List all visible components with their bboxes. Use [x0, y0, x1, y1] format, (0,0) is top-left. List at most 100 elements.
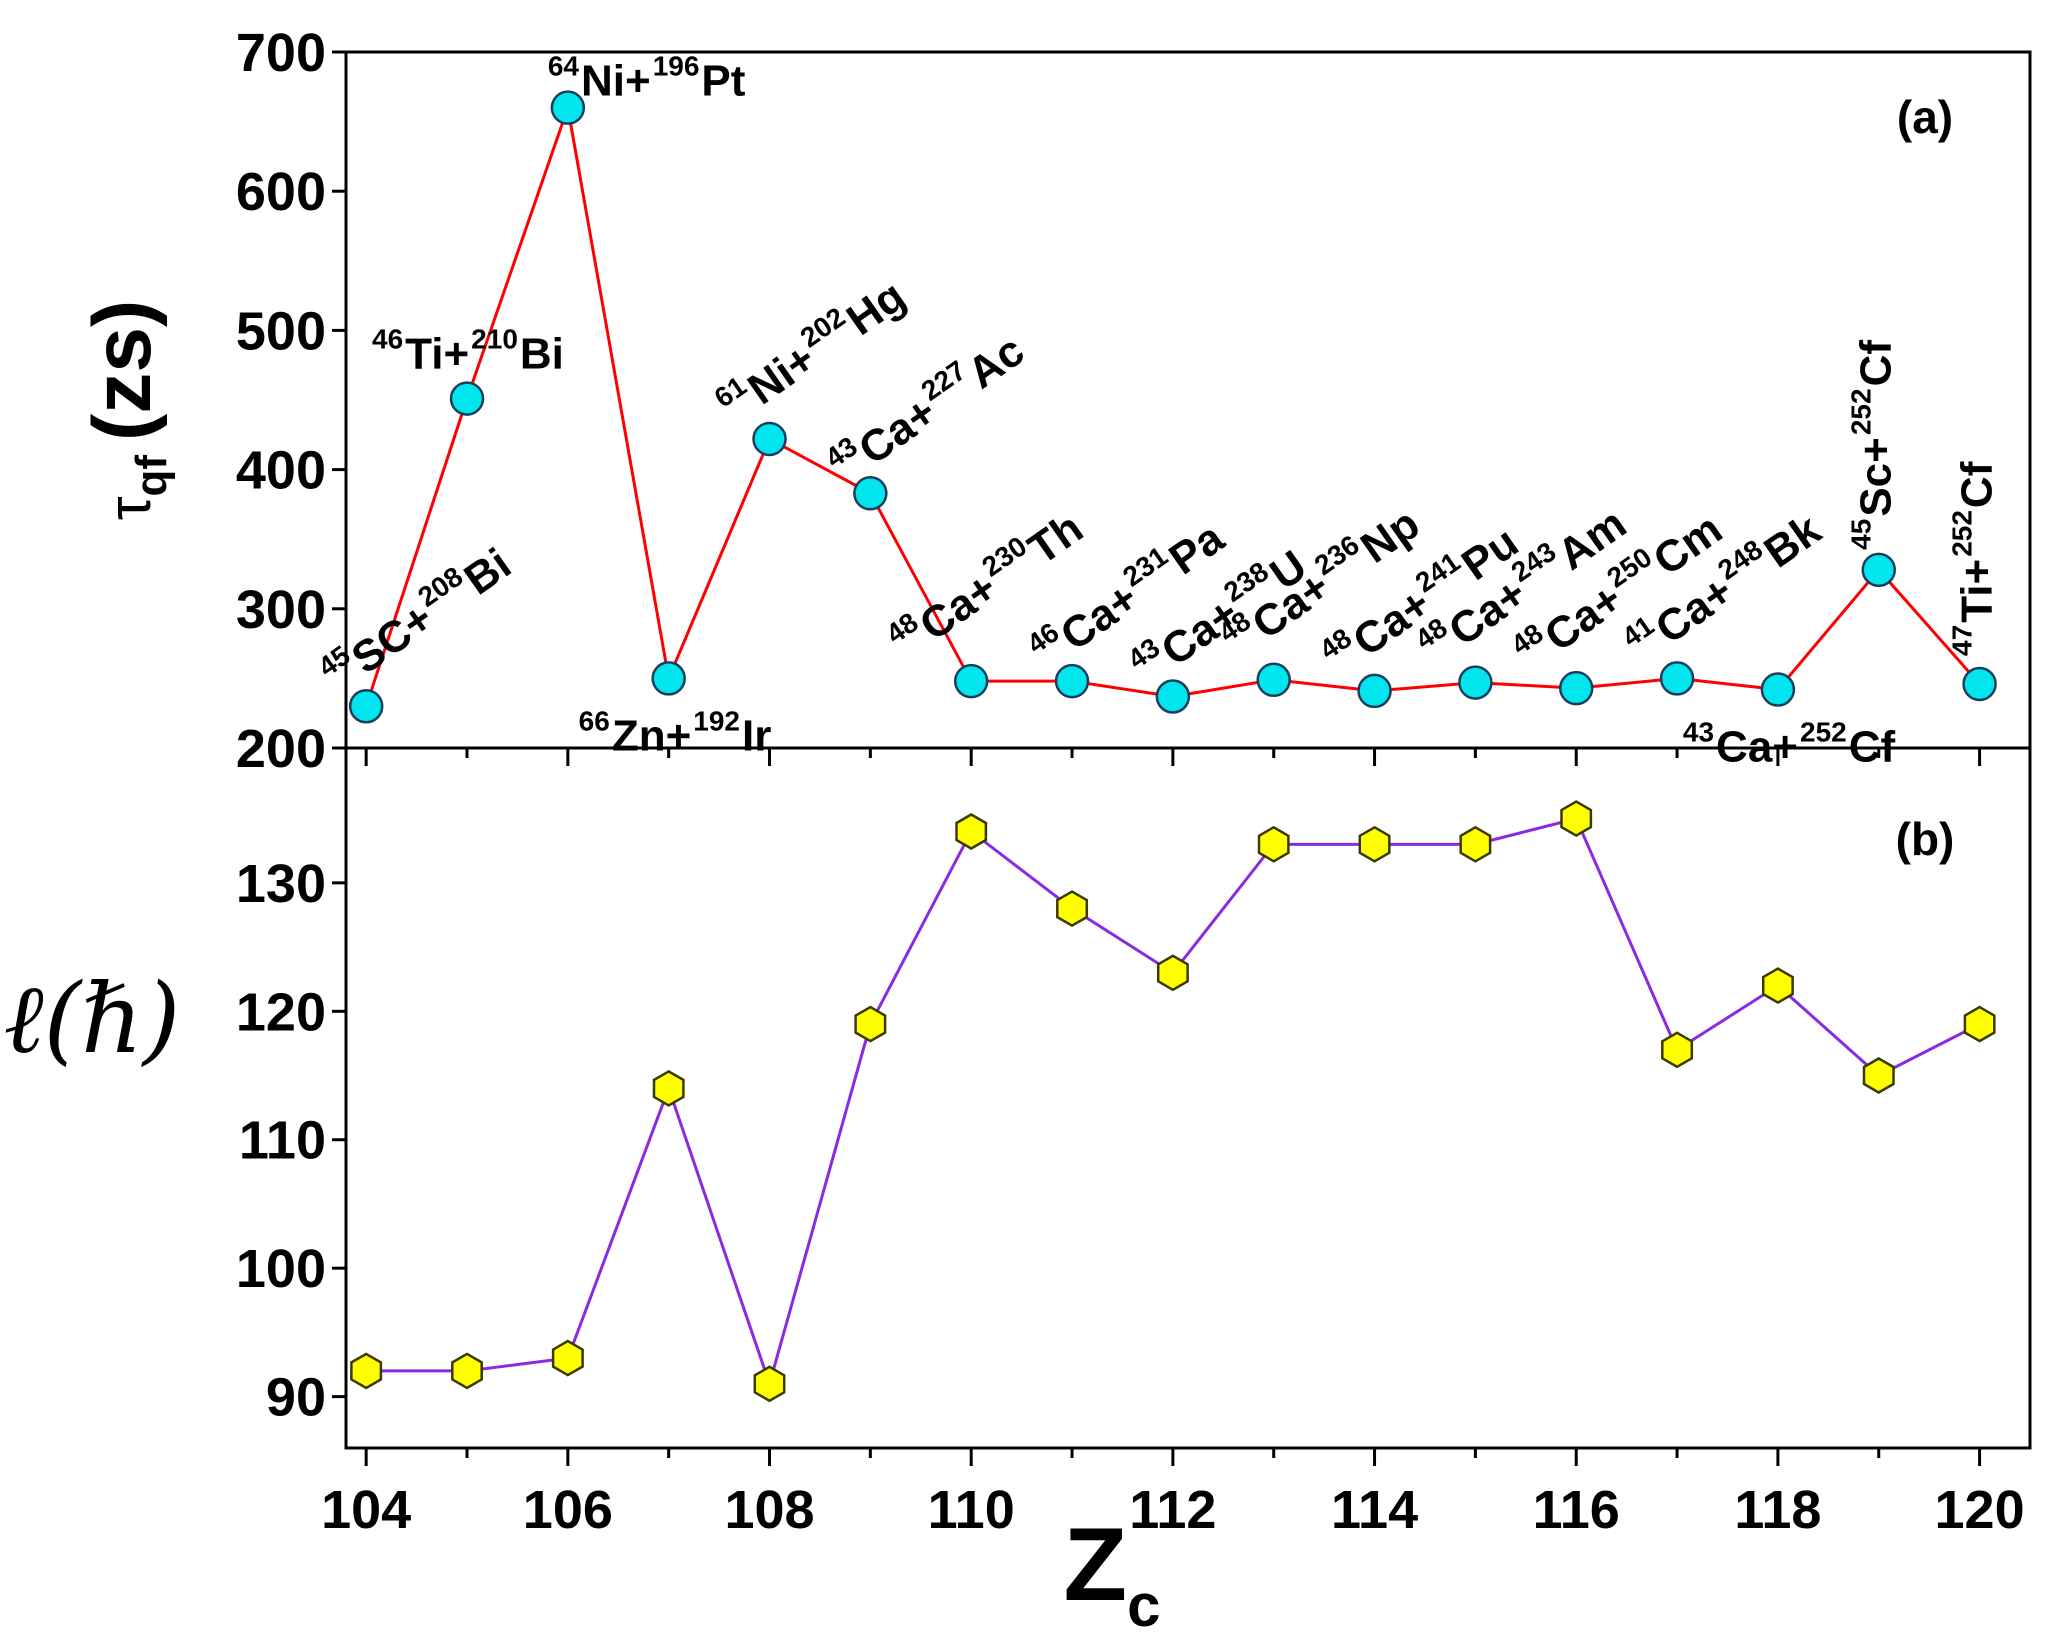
target-symbol: Ir: [742, 711, 771, 760]
target-symbol: Pt: [701, 57, 745, 106]
point-a: [348, 688, 384, 724]
point-a: [1558, 670, 1594, 706]
y-tick-label-a: 300: [236, 580, 326, 640]
point-a: [651, 661, 686, 696]
x-tick-label: 104: [321, 1480, 411, 1540]
reaction-label-text: 46Ti+210Bi: [372, 324, 564, 379]
y-label-qf: qf: [127, 455, 176, 497]
panel-b-frame: [344, 746, 2032, 1450]
mass-number-target: 196: [653, 51, 700, 82]
reaction-label: 47Ti+252Cf: [1947, 461, 2002, 656]
point-b: [955, 813, 988, 850]
y-tick-label-a: 700: [236, 23, 326, 83]
x-tick-label: 108: [724, 1480, 814, 1540]
mass-number-projectile: 43: [1683, 717, 1714, 748]
point-a: [1458, 665, 1493, 700]
target-symbol: Ac: [959, 326, 1033, 398]
y-tick-label-b: 90: [266, 1368, 326, 1428]
point-b: [1661, 1031, 1694, 1069]
reaction-label-text: 45SC+208Bi: [312, 534, 519, 702]
point-b: [753, 1365, 786, 1403]
point-b: [854, 1005, 887, 1043]
y-tick-label-b: 110: [239, 1111, 326, 1171]
point-a: [1861, 552, 1896, 588]
y-tick-label-a: 600: [236, 162, 326, 222]
reaction-label: 45SC+208Bi: [312, 534, 519, 702]
point-a: [853, 476, 888, 511]
target-symbol: Cf: [1852, 340, 1901, 387]
point-a: [752, 421, 787, 457]
panel-a-label: (a): [1897, 91, 1953, 143]
tick-labels: 200 300 400 500 600 700 90 100 110 120 130 104 106 10…: [236, 23, 2025, 1540]
point-b: [1156, 954, 1189, 992]
projectile-symbol: Ca+: [1716, 723, 1798, 772]
projectile-symbol: Ni+: [581, 57, 651, 106]
y-tick-label-a: 500: [236, 301, 326, 361]
reaction-label-text: 45Sc+252Cf: [1846, 340, 1901, 550]
mass-number-target: 252: [1947, 510, 1978, 557]
mass-number-target: 252: [1846, 388, 1877, 435]
point-a: [1659, 661, 1695, 696]
point-b: [1459, 825, 1492, 863]
projectile-symbol: Ti+: [1953, 559, 2002, 623]
y-tick-label-b: 120: [236, 982, 326, 1042]
point-a: [1256, 662, 1291, 698]
x-axis-label: Zc: [1064, 1507, 1161, 1632]
x-tick-label: 116: [1533, 1480, 1620, 1540]
target-symbol: Bk: [1756, 505, 1831, 578]
x-tick-label: 114: [1331, 1480, 1418, 1540]
point-b: [1257, 825, 1290, 863]
projectile-symbol: Zn+: [612, 711, 691, 760]
plot-frame: [344, 50, 2032, 1450]
point-b: [1056, 890, 1089, 928]
mass-number-projectile: 47: [1947, 625, 1978, 656]
point-a: [1357, 673, 1392, 709]
point-b: [1358, 825, 1391, 863]
x-tick-label: 110: [928, 1480, 1015, 1540]
point-a: [550, 90, 586, 125]
reaction-label: 43Ca+252Cf: [1683, 717, 1896, 772]
reaction-label-text: 47Ti+252Cf: [1947, 461, 2002, 656]
point-b: [1963, 1005, 1996, 1043]
target-symbol: Pa: [1161, 513, 1234, 584]
reaction-label: 61Ni+202Hg: [709, 271, 914, 414]
reaction-label: 66Zn+192Ir: [579, 705, 772, 760]
target-symbol: Hg: [838, 271, 914, 345]
x-tick-label: 112: [1129, 1480, 1216, 1540]
projectile-symbol: Ti+: [405, 330, 469, 379]
y-tick-label-b: 100: [236, 1239, 326, 1299]
svg-text:τqf(zs): τqf (zs): [77, 300, 176, 520]
x-label-c: c: [1127, 1572, 1160, 1632]
mass-number-projectile: 46: [372, 324, 403, 355]
y-tick-label-a: 200: [236, 719, 326, 779]
point-b: [451, 1352, 483, 1390]
point-b: [551, 1339, 584, 1377]
reaction-label: 41Ca+248Bk: [1616, 505, 1831, 654]
series-markers: [348, 90, 1997, 1403]
series-line-b: [366, 816, 1981, 1389]
point-a: [1054, 663, 1090, 699]
panel-b-label: (b): [1896, 813, 1955, 865]
point-a: [1155, 679, 1191, 714]
mass-number-projectile: 45: [1846, 519, 1877, 550]
reaction-annotations: 45SC+208Bi 46Ti+210Bi 64Ni+196Pt 66Zn+192Ir…: [312, 51, 2001, 772]
point-b: [1862, 1057, 1895, 1094]
target-symbol: Np: [1352, 499, 1428, 573]
x-tick-label: 120: [1935, 1480, 2025, 1540]
point-a: [953, 663, 989, 699]
series-line-a: [364, 101, 1981, 707]
reaction-label: 45Sc+252Cf: [1846, 340, 1901, 550]
reaction-label: 64Ni+196Pt: [548, 51, 746, 106]
mass-number-target: 192: [693, 705, 740, 736]
point-a: [449, 381, 485, 416]
reaction-label-text: 66Zn+192Ir: [579, 705, 772, 760]
point-b: [350, 1352, 383, 1390]
target-symbol: Cf: [1953, 461, 2002, 508]
reaction-label-text: 43Ca+227Ac: [820, 321, 1033, 493]
y-label-tau: τ: [96, 496, 163, 520]
y-axis-label-a: τqf (zs): [77, 300, 176, 520]
target-symbol: Bi: [456, 539, 520, 604]
x-tick-label: 106: [523, 1480, 613, 1540]
point-a: [1962, 666, 1997, 702]
